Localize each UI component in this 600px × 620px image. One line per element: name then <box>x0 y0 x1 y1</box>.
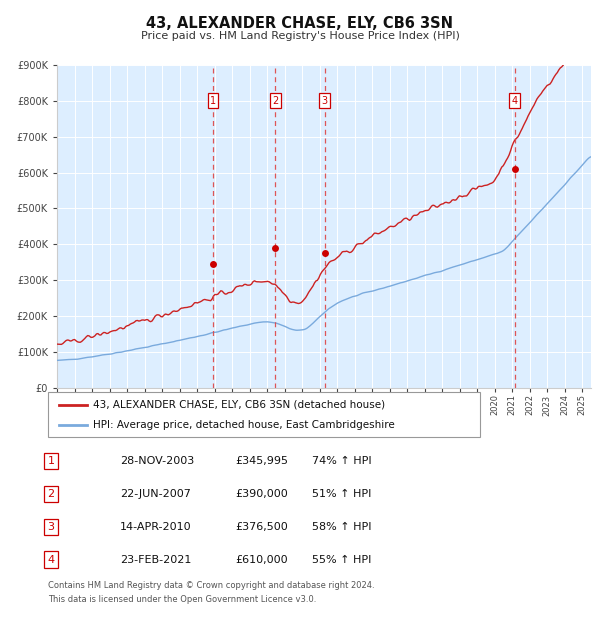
Text: 4: 4 <box>47 554 55 565</box>
Text: 22-JUN-2007: 22-JUN-2007 <box>120 489 191 499</box>
Text: 51% ↑ HPI: 51% ↑ HPI <box>312 489 371 499</box>
Text: 58% ↑ HPI: 58% ↑ HPI <box>312 521 371 532</box>
Text: 23-FEB-2021: 23-FEB-2021 <box>120 554 191 565</box>
Text: £390,000: £390,000 <box>235 489 288 499</box>
Text: £610,000: £610,000 <box>235 554 288 565</box>
Text: 2: 2 <box>272 96 278 106</box>
Text: 1: 1 <box>210 96 216 106</box>
Text: 14-APR-2010: 14-APR-2010 <box>120 521 191 532</box>
Text: 4: 4 <box>512 96 518 106</box>
Text: 3: 3 <box>47 521 55 532</box>
Text: 43, ALEXANDER CHASE, ELY, CB6 3SN (detached house): 43, ALEXANDER CHASE, ELY, CB6 3SN (detac… <box>94 400 385 410</box>
Text: 3: 3 <box>322 96 328 106</box>
Text: HPI: Average price, detached house, East Cambridgeshire: HPI: Average price, detached house, East… <box>94 420 395 430</box>
Text: 28-NOV-2003: 28-NOV-2003 <box>120 456 194 466</box>
Text: £376,500: £376,500 <box>235 521 288 532</box>
Text: £345,995: £345,995 <box>235 456 288 466</box>
Text: 1: 1 <box>47 456 55 466</box>
Text: 55% ↑ HPI: 55% ↑ HPI <box>312 554 371 565</box>
Text: 2: 2 <box>47 489 55 499</box>
Text: 43, ALEXANDER CHASE, ELY, CB6 3SN: 43, ALEXANDER CHASE, ELY, CB6 3SN <box>146 16 454 30</box>
Text: Price paid vs. HM Land Registry's House Price Index (HPI): Price paid vs. HM Land Registry's House … <box>140 31 460 41</box>
Text: This data is licensed under the Open Government Licence v3.0.: This data is licensed under the Open Gov… <box>48 595 316 604</box>
Text: Contains HM Land Registry data © Crown copyright and database right 2024.: Contains HM Land Registry data © Crown c… <box>48 581 374 590</box>
Text: 74% ↑ HPI: 74% ↑ HPI <box>312 456 371 466</box>
